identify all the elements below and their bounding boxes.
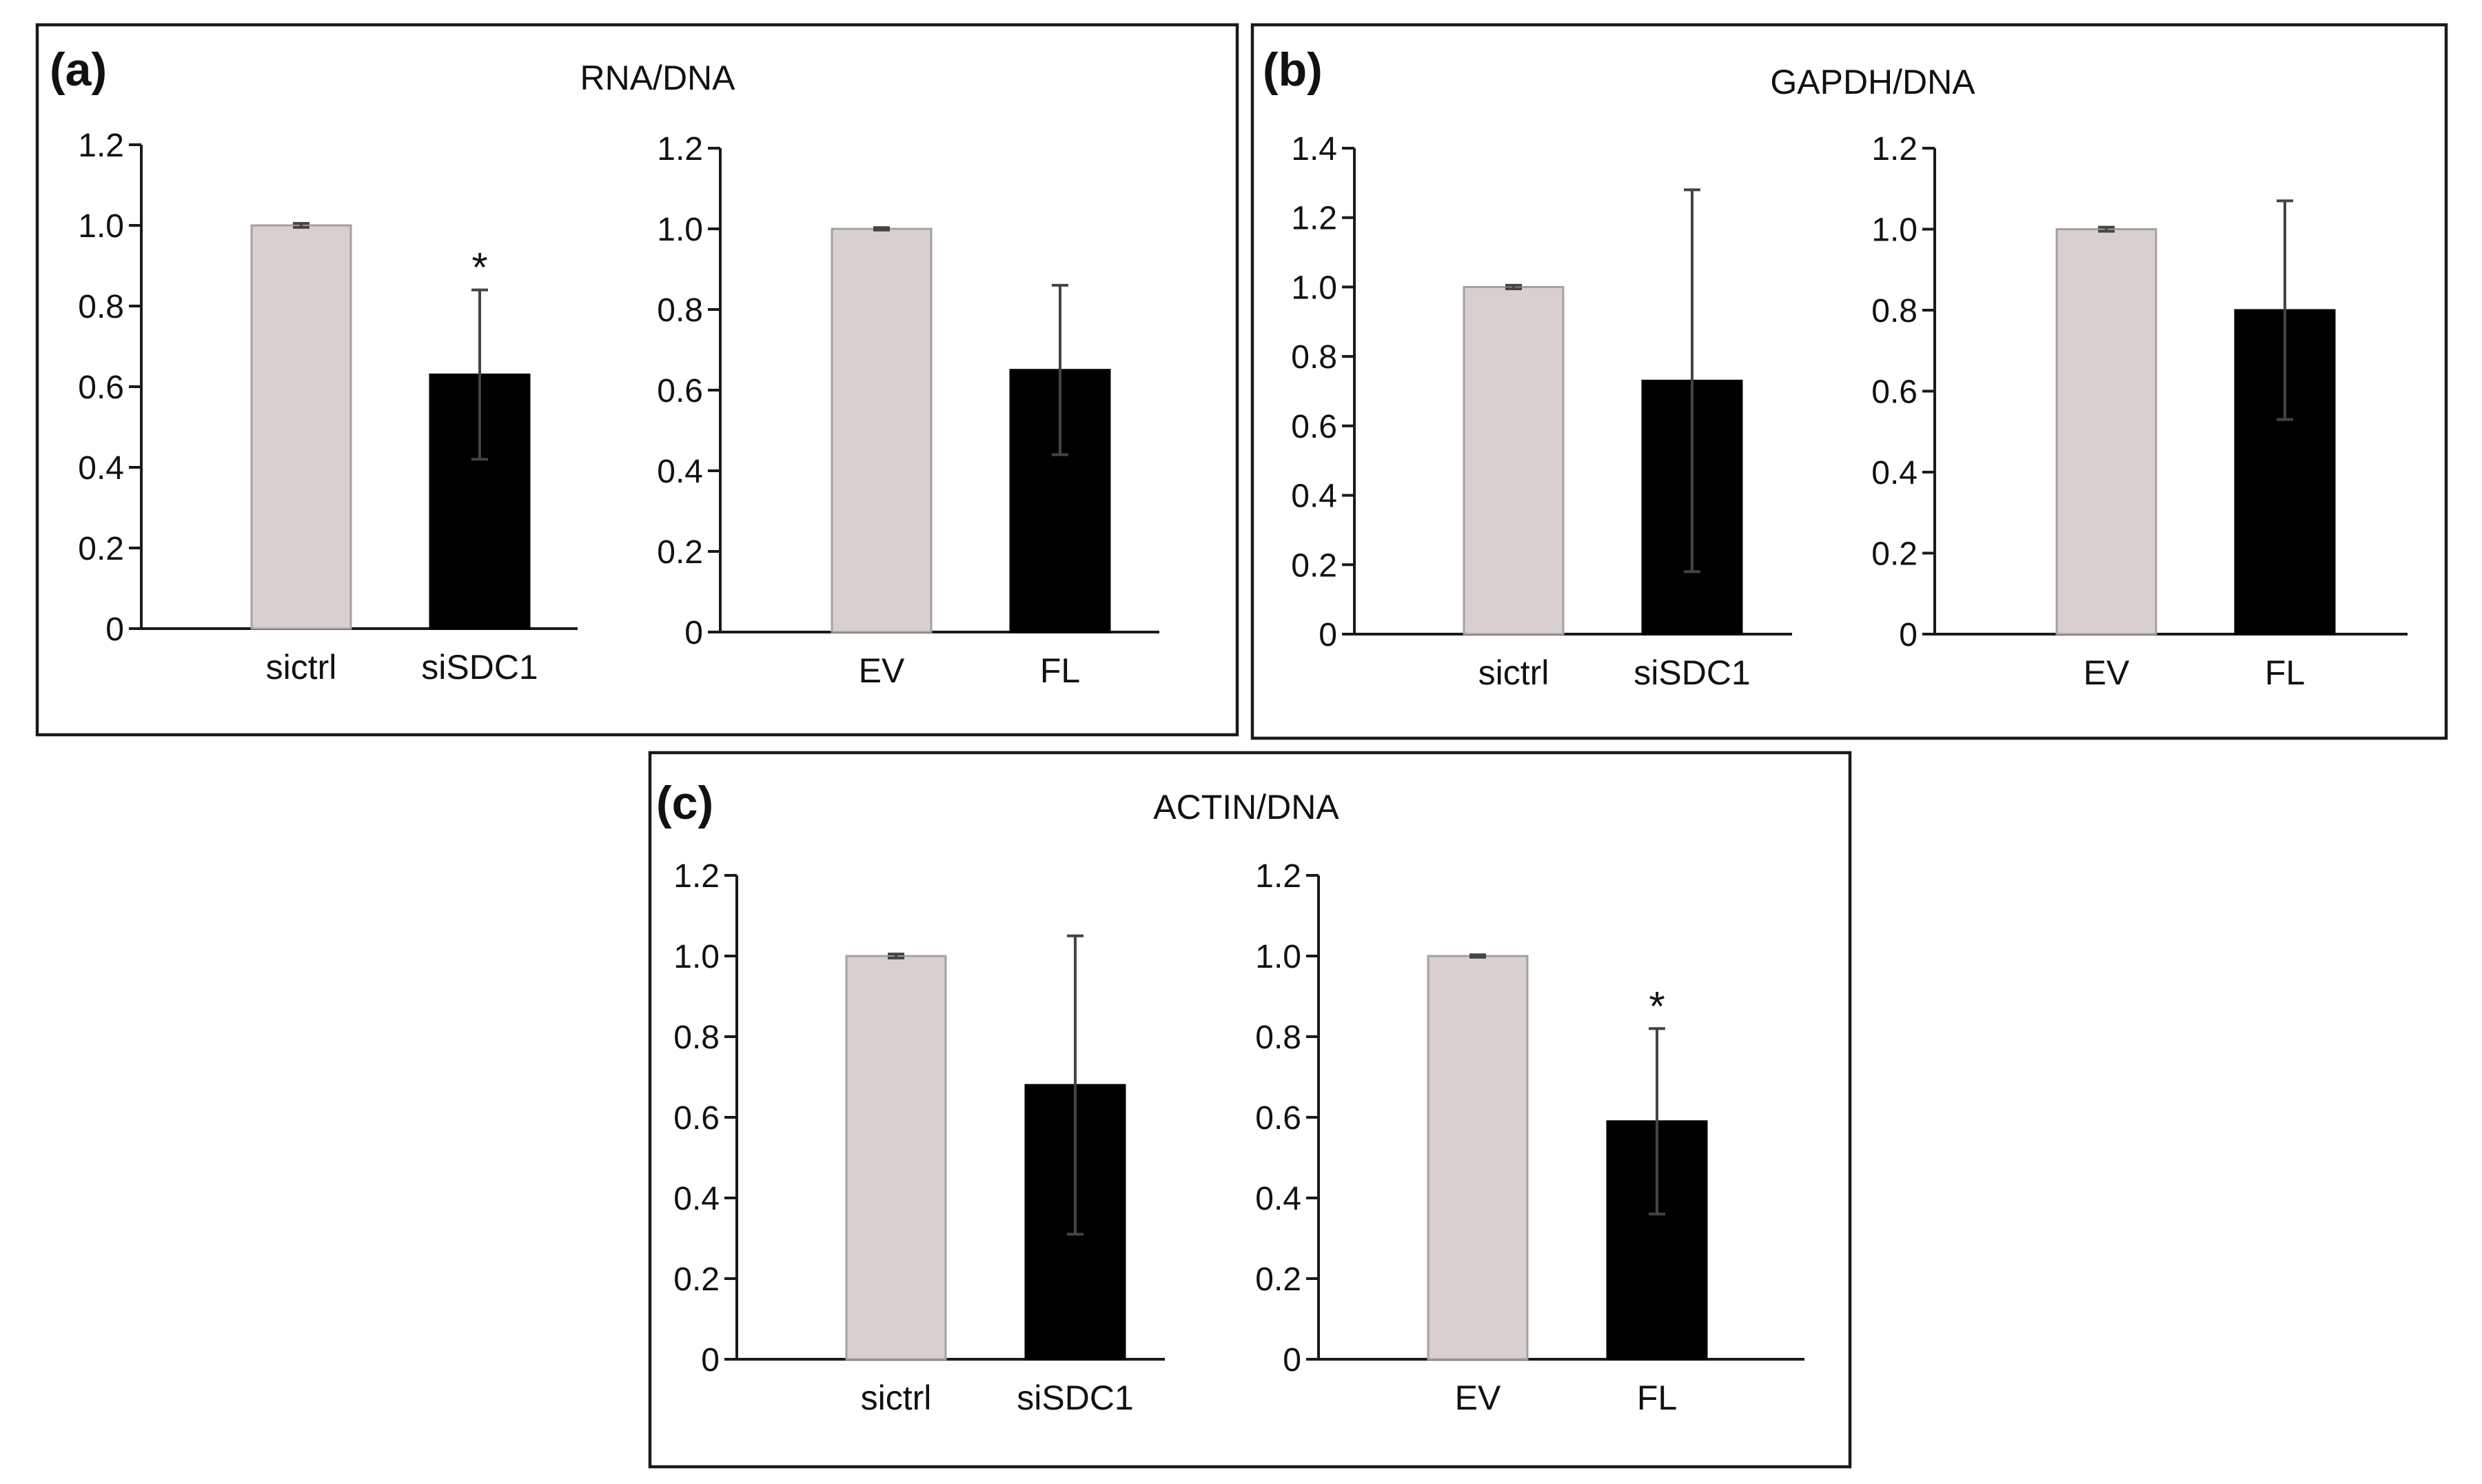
panel-b-title: GAPDH/DNA	[1770, 63, 1975, 101]
bar-control	[831, 227, 933, 633]
y-tick-label: 1.2	[1291, 201, 1337, 237]
y-tick-label: 1.2	[78, 128, 124, 164]
category-label: EV	[1455, 1379, 1501, 1417]
y-tick-label: 0.2	[1291, 547, 1337, 584]
y-tick-label: 0.8	[1291, 339, 1337, 376]
chart-actin-si: 0 0.2 0.4 0.6 0.8 1.0 1.2 sictrl siSDC1	[673, 858, 1165, 1417]
chart-rna-si: 0 0.2 0.4 0.6 0.8 1.0 1.2 sictrl siSDC1 *	[78, 128, 578, 687]
y-tick-label: 0.2	[657, 534, 703, 571]
y-tick-label: 1.0	[673, 939, 720, 975]
y-tick-label: 0.6	[657, 373, 703, 409]
chart-actin-ev: 0 0.2 0.4 0.6 0.8 1.0 1.2 EV FL *	[1255, 858, 1804, 1417]
y-tick-label: 1.2	[673, 858, 720, 895]
bar-control	[2055, 228, 2157, 636]
category-label: siSDC1	[1634, 653, 1750, 692]
significance-star: *	[471, 245, 487, 291]
y-tick-label: 0.6	[1291, 409, 1337, 445]
y-tick-label: 0.8	[1255, 1019, 1301, 1056]
y-tick-label: 1.4	[1291, 131, 1337, 167]
y-tick-label: 0	[701, 1342, 720, 1379]
category-label: sictrl	[861, 1379, 932, 1417]
y-tick-label: 0.8	[78, 289, 124, 325]
y-tick-label: 0	[1283, 1342, 1301, 1379]
y-tick-label: 0	[684, 615, 703, 651]
panel-a: (a) RNA/DNA 0 0.2 0.4 0.6 0.8 1.0 1.2 sictrl siS…	[35, 23, 1239, 737]
category-label: sictrl	[1478, 653, 1549, 692]
y-tick-label: 0.4	[657, 454, 703, 490]
y-tick-label: 1.2	[657, 131, 703, 167]
y-tick-label: 0.2	[673, 1261, 720, 1298]
y-tick-label: 0.6	[1871, 374, 1918, 411]
y-tick-label: 1.0	[78, 208, 124, 245]
category-label: siSDC1	[421, 648, 538, 687]
y-tick-label: 0	[1319, 617, 1337, 653]
chart-gapdh-si: 0 0.2 0.4 0.6 0.8 1.0 1.2 1.4 sictrl siSDC1	[1291, 131, 1792, 692]
y-tick-label: 0.6	[78, 369, 124, 406]
y-tick-label: 1.0	[657, 212, 703, 248]
panel-c-frame	[648, 751, 1852, 1469]
y-tick-label: 0.2	[78, 531, 124, 567]
y-tick-label: 0	[105, 611, 124, 648]
category-label: siSDC1	[1017, 1379, 1133, 1417]
y-tick-label: 1.0	[1871, 212, 1918, 249]
panel-c: (c) ACTIN/DNA 0 0.2 0.4 0.6 0.8 1.0 1.2 sictrl s…	[648, 751, 1852, 1469]
category-label: FL	[1637, 1379, 1677, 1417]
category-label: EV	[859, 651, 905, 690]
category-label: sictrl	[266, 648, 337, 687]
y-tick-label: 0.8	[673, 1019, 720, 1056]
panel-b-frame	[1250, 23, 2448, 740]
y-tick-label: 0.6	[673, 1100, 720, 1137]
panel-a-title: RNA/DNA	[580, 59, 735, 97]
category-label: FL	[1040, 651, 1080, 690]
chart-rna-ev: 0 0.2 0.4 0.6 0.8 1.0 1.2 EV FL	[657, 131, 1159, 690]
y-tick-label: 0.8	[1871, 293, 1918, 329]
y-tick-label: 0.4	[1291, 478, 1337, 515]
chart-gapdh-ev: 0 0.2 0.4 0.6 0.8 1.0 1.2 EV FL	[1871, 131, 2408, 692]
bar-control	[1427, 955, 1529, 1361]
y-tick-label: 0.6	[1255, 1100, 1301, 1137]
y-tick-label: 1.0	[1291, 270, 1337, 306]
y-tick-label: 0.4	[673, 1181, 720, 1217]
panel-c-title: ACTIN/DNA	[1153, 788, 1339, 826]
bar-control	[1463, 285, 1565, 636]
bar-control	[250, 224, 352, 630]
bar-control	[845, 955, 947, 1361]
y-tick-label: 1.2	[1255, 858, 1301, 895]
category-label: FL	[2265, 653, 2305, 692]
category-label: EV	[2084, 653, 2130, 692]
y-tick-label: 0.4	[1255, 1181, 1301, 1217]
significance-star: *	[1649, 983, 1665, 1029]
y-tick-label: 1.2	[1871, 131, 1918, 167]
panel-c-letter: (c)	[656, 777, 713, 829]
y-tick-label: 0.4	[1871, 455, 1918, 491]
y-tick-label: 0	[1899, 617, 1918, 653]
y-tick-label: 0.8	[657, 292, 703, 329]
y-tick-label: 1.0	[1255, 939, 1301, 975]
panel-a-frame	[35, 23, 1239, 737]
y-tick-label: 0.4	[78, 450, 124, 487]
panel-a-letter: (a)	[50, 43, 107, 96]
y-tick-label: 0.2	[1871, 536, 1918, 573]
panel-b: (b) GAPDH/DNA 0 0.2 0.4 0.6 0.8 1.0 1.2 1.4 sict…	[1250, 23, 2448, 740]
panel-b-letter: (b)	[1263, 43, 1323, 96]
y-tick-label: 0.2	[1255, 1261, 1301, 1298]
